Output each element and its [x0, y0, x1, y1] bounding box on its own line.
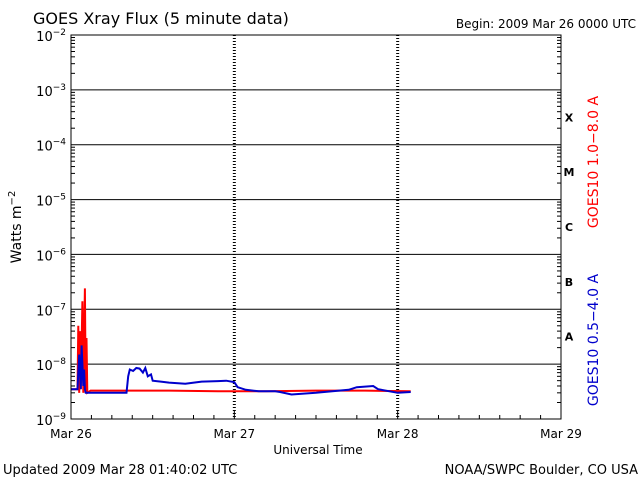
y-axis-label: Watts m−2 [7, 191, 25, 264]
y-tick-label: 10−9 [36, 412, 66, 429]
begin-label: Begin: 2009 Mar 26 0000 UTC [456, 17, 636, 31]
legend-series-long: GOES10 1.0−8.0 A [586, 96, 602, 229]
grid-lines [70, 34, 562, 420]
x-tick-label: Mar 26 [50, 427, 92, 441]
flare-class-label: X [565, 111, 574, 124]
y-tick-label: 10−4 [36, 138, 66, 155]
x-tick-label: Mar 28 [377, 427, 419, 441]
y-tick-label: 10−3 [36, 83, 66, 100]
flare-class-labels: X M C B A [564, 111, 575, 343]
flare-class-label: B [565, 276, 573, 289]
x-tick-label: Mar 29 [540, 427, 582, 441]
y-tick-label: 10−2 [36, 28, 66, 45]
y-tick-label: 10−5 [36, 193, 66, 210]
flare-class-label: C [565, 221, 573, 234]
x-axis-label: Universal Time [273, 443, 362, 457]
y-tick-label: 10−8 [36, 357, 66, 374]
legend-series-short: GOES10 0.5−4.0 A [586, 274, 602, 407]
plot-frame [70, 34, 562, 420]
series-line-long [71, 288, 411, 395]
updated-timestamp: Updated 2009 Mar 28 01:40:02 UTC [3, 463, 237, 478]
y-tick-label: 10−7 [36, 302, 66, 319]
x-tick-label: Mar 27 [213, 427, 255, 441]
x-tick-labels: Mar 26 Mar 27 Mar 28 Mar 29 [50, 427, 582, 441]
flare-class-label: A [565, 331, 574, 344]
series-layer [71, 288, 411, 396]
y-tick-labels: 10−2 10−3 10−4 10−5 10−6 10−7 10−8 10−9 [36, 28, 66, 429]
chart-title: GOES Xray Flux (5 minute data) [33, 9, 289, 28]
y-tick-label: 10−6 [36, 247, 66, 264]
series-line-short [71, 345, 411, 396]
flare-class-label: M [564, 166, 575, 179]
credit-label: NOAA/SWPC Boulder, CO USA [445, 463, 638, 478]
